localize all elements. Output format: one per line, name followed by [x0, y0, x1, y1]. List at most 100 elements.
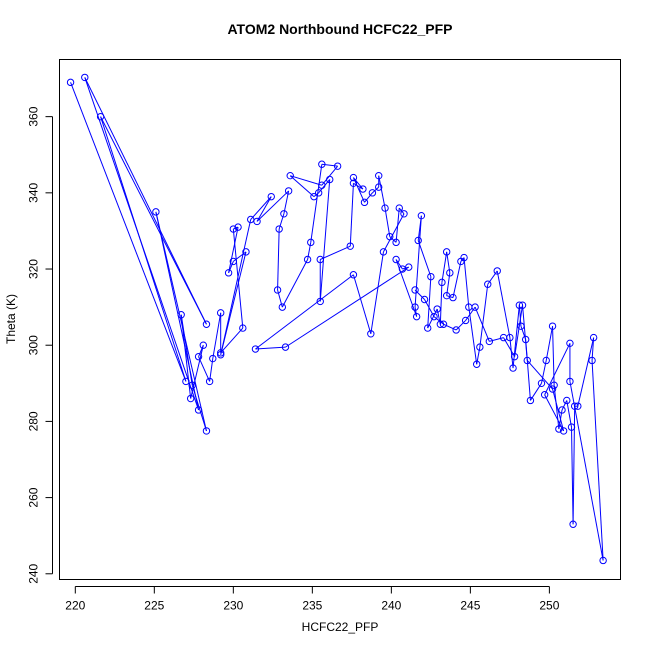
series-line-segment — [463, 257, 470, 308]
series-line-segment — [212, 312, 222, 359]
series-line-segment — [544, 343, 571, 395]
series-line-segment — [290, 175, 322, 186]
data-point — [417, 211, 426, 220]
series-line-segment — [283, 190, 290, 214]
series-line-segment — [522, 305, 528, 361]
series-line-segment — [479, 284, 489, 348]
y-tick-label: 240 — [27, 563, 41, 583]
data-point — [381, 204, 389, 212]
data-point — [574, 402, 582, 410]
data-point — [267, 192, 275, 201]
data-point — [229, 225, 238, 233]
data-point — [326, 175, 334, 184]
x-axis: 220 225 230 235 240 245 250 — [65, 586, 560, 613]
data-point — [280, 210, 288, 218]
series-line-segment — [496, 270, 511, 338]
series-line-segment — [319, 179, 331, 302]
data-point — [493, 267, 501, 275]
series-line-segment — [198, 356, 211, 382]
series-line-segment — [228, 227, 239, 273]
data-point — [433, 305, 441, 313]
data-point — [251, 345, 260, 353]
data-point — [66, 78, 75, 87]
data-point — [81, 73, 89, 82]
data-point — [559, 427, 568, 435]
data-point — [563, 396, 571, 405]
data-point — [182, 377, 190, 386]
data-point — [515, 301, 524, 309]
series-line-segment — [540, 360, 547, 384]
x-tick-label: 230 — [223, 599, 243, 613]
series-line-segment — [591, 360, 604, 561]
x-tick-label: 220 — [65, 599, 85, 613]
series-line-segment — [378, 175, 386, 209]
series-line-segment — [277, 229, 280, 290]
series-line-segment — [441, 251, 448, 283]
y-tick-label: 280 — [27, 411, 41, 431]
y-tick-label: 320 — [27, 259, 41, 279]
data-point — [461, 316, 470, 325]
data-point — [360, 198, 369, 207]
series-line-segment — [383, 213, 405, 253]
series-line-segment — [100, 116, 207, 325]
x-axis-label: HCFC22_PFP — [302, 620, 379, 634]
series-line-segment — [250, 196, 272, 220]
chart-title: ATOM2 Northbound HCFC22_PFP — [227, 21, 452, 37]
y-axis: 240 260 280 300 320 340 360 — [27, 106, 53, 584]
data-point — [548, 322, 557, 330]
series-line-segment — [460, 257, 465, 262]
series-line-segment — [321, 165, 339, 186]
data-point — [400, 210, 408, 218]
series-line-segment — [561, 400, 568, 411]
data-point — [523, 356, 531, 365]
x-tick-label: 250 — [539, 599, 559, 613]
data-point — [239, 324, 247, 332]
series-line-segment — [514, 305, 524, 357]
data-point — [555, 425, 563, 433]
data-point — [569, 520, 577, 528]
series-line-segment — [545, 326, 554, 361]
data-point — [509, 364, 517, 372]
data-point — [567, 423, 576, 431]
data-point — [392, 255, 400, 264]
data-point — [414, 236, 422, 245]
series-line-segment — [384, 207, 391, 237]
data-point — [205, 377, 214, 386]
data-point — [526, 396, 535, 405]
series-line-segment — [228, 261, 234, 274]
series-line-segment — [352, 274, 372, 334]
plot-frame — [59, 59, 621, 580]
data-point — [375, 183, 383, 191]
series-line-segment — [439, 282, 443, 325]
data-point — [229, 257, 238, 266]
data-point — [430, 312, 438, 321]
series-line-segment — [84, 77, 200, 411]
data-point — [368, 189, 377, 197]
y-axis-label: Theta (K) — [4, 294, 18, 344]
x-tick-label: 245 — [460, 599, 480, 613]
data-point — [367, 330, 375, 338]
data-point — [209, 354, 217, 363]
series-line-segment — [220, 219, 252, 355]
series-line-segment — [446, 272, 451, 296]
data-point — [412, 312, 421, 321]
series-line-segment — [417, 215, 422, 241]
series-line-segment — [220, 327, 244, 354]
data-point — [542, 356, 550, 365]
series-line-segment — [489, 337, 504, 342]
series-line-segment — [256, 190, 289, 222]
data-point — [194, 352, 203, 361]
series-line-segment — [310, 164, 323, 243]
data-point — [392, 238, 400, 247]
data-point — [152, 208, 160, 216]
series-line-segment — [233, 226, 239, 230]
data-point — [253, 217, 261, 226]
data-point — [420, 295, 429, 304]
series-line-segment — [398, 207, 405, 215]
data-point — [436, 320, 445, 328]
series-line-segment — [512, 305, 520, 369]
series-lines — [70, 77, 604, 561]
data-point — [566, 377, 574, 386]
data-point — [540, 391, 549, 399]
data-point — [349, 271, 358, 279]
